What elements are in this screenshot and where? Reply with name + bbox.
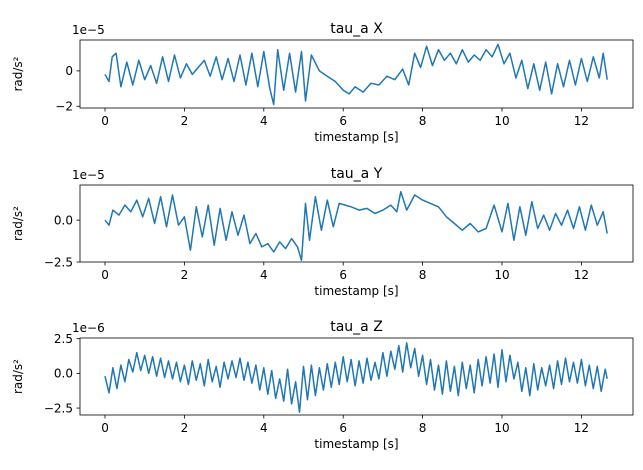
x-tick-label: 0 <box>101 421 109 435</box>
x-tick-label: 6 <box>339 421 347 435</box>
axes-frame <box>79 337 634 416</box>
y-tick-label: 2.5 <box>54 332 73 346</box>
series-line <box>104 190 608 262</box>
x-tick-label: 8 <box>419 421 427 435</box>
y-tick-label: −2.5 <box>44 255 73 269</box>
x-tick-label: 4 <box>260 268 268 282</box>
y-tick-label: −2 <box>55 100 73 114</box>
x-tick-label: 6 <box>339 114 347 128</box>
x-tick-label: 10 <box>494 421 509 435</box>
x-tick-label: 2 <box>181 114 189 128</box>
axes-frame <box>79 39 634 109</box>
x-tick-label: 10 <box>494 268 509 282</box>
x-axis-label: timestamp [s] <box>314 437 398 451</box>
x-tick-label: 12 <box>574 114 589 128</box>
subplot-1: 0 2 4 6 8 10 12 −2 0 1e−5 tau_a X timestamp [s] rad/… <box>11 21 634 144</box>
x-tick-label: 0 <box>101 114 109 128</box>
x-axis-label: timestamp [s] <box>314 284 398 298</box>
x-tick-label: 12 <box>574 268 589 282</box>
x-tick-label: 2 <box>181 421 189 435</box>
x-tick-label: 4 <box>260 421 268 435</box>
x-tick-label: 12 <box>574 421 589 435</box>
axis-offset-label: 1e−5 <box>72 23 105 37</box>
x-tick-label: 8 <box>419 114 427 128</box>
y-tick-label: −2.5 <box>44 401 73 415</box>
x-tick-label: 4 <box>260 114 268 128</box>
x-tick-label: 8 <box>419 268 427 282</box>
y-tick-label: 0.0 <box>54 213 73 227</box>
x-tick-label: 2 <box>181 268 189 282</box>
y-axis-label: rad/s² <box>11 359 25 394</box>
x-tick-label: 10 <box>494 114 509 128</box>
x-tick-label: 0 <box>101 268 109 282</box>
subplot-3: 0 2 4 6 8 10 12 −2.5 0.0 2.51e−6 tau_a Z timestamp … <box>11 319 634 451</box>
axis-offset-label: 1e−5 <box>72 168 105 182</box>
y-axis-label: rad/s² <box>11 56 25 91</box>
y-tick-label: 0.0 <box>54 367 73 381</box>
series-line <box>104 342 608 413</box>
axis-offset-label: 1e−6 <box>72 321 105 335</box>
chart-title: tau_a Z <box>330 319 383 335</box>
series-line <box>104 43 608 106</box>
chart-title: tau_a Y <box>331 166 383 182</box>
y-axis-label: rad/s² <box>11 206 25 241</box>
y-tick-label: 0 <box>65 64 73 78</box>
chart-title: tau_a X <box>330 21 383 37</box>
subplot-2: 0 2 4 6 8 10 12 −2.5 0.0 1e−5 tau_a Y timestamp [s]… <box>11 166 634 298</box>
axes-frame <box>79 184 634 263</box>
x-tick-label: 6 <box>339 268 347 282</box>
x-axis-label: timestamp [s] <box>314 130 398 144</box>
